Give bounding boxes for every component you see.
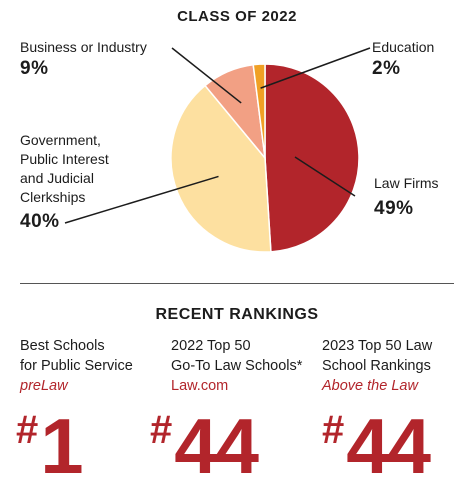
government-line-4: Clerkships bbox=[20, 189, 86, 205]
class-title: CLASS OF 2022 bbox=[177, 8, 297, 25]
ranking-2-line-2: Go-To Law Schools* bbox=[171, 358, 303, 374]
hash-symbol: # bbox=[322, 408, 345, 452]
label-business: Business or Industry bbox=[20, 38, 147, 57]
ranking-1-line-1: Best Schools bbox=[20, 338, 105, 354]
infographic: CLASS OF 2022 Education 2% Business or I… bbox=[16, 8, 454, 490]
pie-slice-law-firms bbox=[264, 63, 360, 253]
ranking-above-the-law: 2023 Top 50 Law School Rankings Above th… bbox=[322, 336, 432, 396]
leader-business bbox=[171, 47, 242, 104]
leader-government bbox=[64, 175, 219, 224]
label-government: Government, Public Interest and Judicial… bbox=[20, 131, 109, 207]
ranking-go-to-schools: 2022 Top 50 Go-To Law Schools* Law.com bbox=[171, 336, 302, 396]
government-line-2: Public Interest bbox=[20, 151, 109, 167]
ranking-3-value: 44 bbox=[346, 402, 431, 490]
label-education: Education bbox=[372, 38, 434, 57]
pct-education: 2% bbox=[372, 58, 401, 79]
government-line-3: and Judicial bbox=[20, 170, 94, 186]
ranking-2-source: Law.com bbox=[171, 378, 229, 394]
pct-government: 40% bbox=[20, 211, 60, 232]
leader-education bbox=[260, 47, 371, 89]
ranking-3-line-1: 2023 Top 50 Law bbox=[322, 338, 433, 354]
hash-symbol: # bbox=[16, 408, 39, 452]
pie-slice-government-public-interest-and-judicial-clerkships bbox=[170, 84, 272, 253]
pct-business: 9% bbox=[20, 58, 49, 79]
ranking-2-number: #44 bbox=[150, 386, 259, 490]
ranking-3-source: Above the Law bbox=[322, 378, 418, 394]
government-line-1: Government, bbox=[20, 132, 101, 148]
ranking-2-value: 44 bbox=[174, 402, 259, 490]
ranking-2-line-1: 2022 Top 50 bbox=[171, 338, 251, 354]
leader-law-firms bbox=[294, 156, 356, 197]
ranking-3-number: #44 bbox=[322, 386, 431, 490]
ranking-3-line-2: School Rankings bbox=[322, 358, 431, 374]
pie-chart bbox=[64, 47, 371, 253]
ranking-1-source: preLaw bbox=[20, 378, 68, 394]
ranking-1-value: 1 bbox=[40, 402, 83, 490]
ranking-public-service: Best Schools for Public Service preLaw bbox=[20, 336, 133, 396]
rankings-title: RECENT RANKINGS bbox=[155, 306, 319, 323]
ranking-1-line-2: for Public Service bbox=[20, 358, 133, 374]
ranking-1-number: #1 bbox=[16, 386, 84, 490]
law-firms-label-text: Law Firms bbox=[374, 175, 439, 191]
business-label-text: Business or Industry bbox=[20, 39, 147, 55]
pct-law-firms: 49% bbox=[374, 198, 414, 219]
section-divider bbox=[20, 283, 454, 284]
label-law-firms: Law Firms bbox=[374, 174, 439, 193]
education-label-text: Education bbox=[372, 39, 435, 55]
hash-symbol: # bbox=[150, 408, 173, 452]
